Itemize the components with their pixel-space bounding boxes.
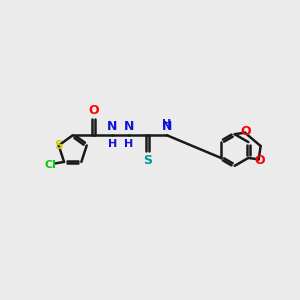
Text: S: S [54,139,62,152]
Text: H: H [124,139,133,149]
Text: H: H [162,119,172,129]
Text: N: N [162,120,172,134]
Text: O: O [254,154,265,166]
Text: S: S [143,154,152,167]
Text: O: O [240,125,251,139]
Text: O: O [88,104,99,117]
Text: N: N [107,120,118,134]
Text: N: N [124,120,134,134]
Text: H: H [108,139,117,149]
Text: Cl: Cl [45,160,57,170]
